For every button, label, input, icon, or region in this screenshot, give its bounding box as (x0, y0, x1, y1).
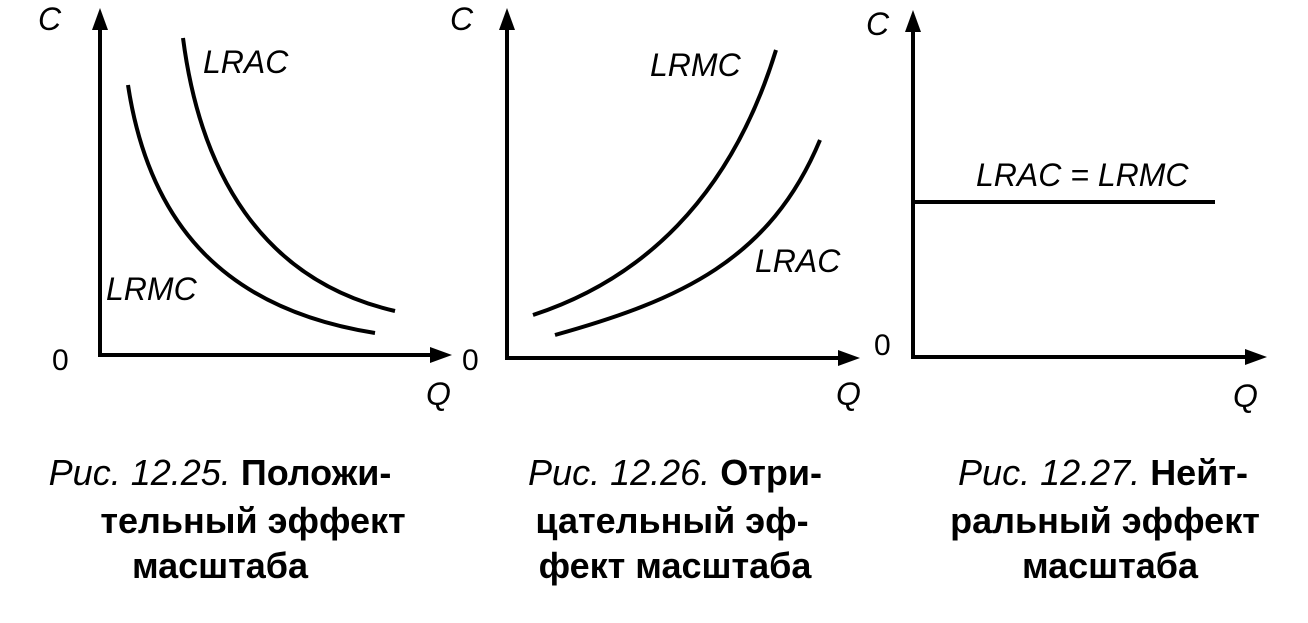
caption-line: Рис. 12.26. Отри- (528, 452, 822, 493)
origin-label: 0 (52, 344, 69, 377)
caption-text: цательный эф- (535, 500, 808, 541)
caption-text: ральный эффект (950, 500, 1260, 541)
curve-label: LRAC (755, 243, 841, 279)
caption-text: Отри- (720, 452, 822, 493)
curve-label: LRAC = LRMC (976, 157, 1189, 193)
origin-label: 0 (874, 329, 891, 362)
curve-label: LRAC (203, 44, 289, 80)
y-label: C (450, 1, 474, 37)
caption-text: фект масштаба (539, 545, 813, 586)
caption-text: масштаба (1022, 545, 1199, 586)
x-label: Q (836, 376, 861, 412)
caption-number: Рис. 12.27. (958, 452, 1140, 493)
figure-3: C 0 Q LRAC = LRMC (866, 6, 1267, 414)
figure-2: C 0 Q LRMC LRAC (450, 1, 861, 412)
x-arrow (838, 350, 860, 366)
y-label: C (38, 1, 62, 37)
curve-lrmc (126, 84, 376, 335)
x-label: Q (1233, 378, 1258, 414)
y-arrow (92, 8, 108, 30)
x-arrow (1245, 349, 1267, 365)
captions: Рис. 12.25. Положи- тельный эффект масшт… (49, 452, 1260, 586)
curve-label: LRMC (106, 271, 198, 307)
curve-label: LRMC (650, 47, 742, 83)
y-arrow (499, 8, 515, 30)
y-label: C (866, 6, 890, 42)
caption-line: Рис. 12.25. Положи- (49, 452, 392, 493)
y-arrow (905, 10, 921, 32)
caption-number: Рис. 12.26. (528, 452, 710, 493)
x-label: Q (426, 376, 451, 412)
curve-lrac (181, 37, 396, 313)
caption-text: Нейт- (1150, 452, 1248, 493)
caption-text: масштаба (132, 545, 309, 586)
curve-lrmc (532, 49, 778, 317)
x-arrow (430, 347, 452, 363)
caption-line: Рис. 12.27. Нейт- (958, 452, 1248, 493)
curve-lrac (554, 139, 822, 337)
caption-text: Положи- (241, 452, 392, 493)
figure-1: C 0 Q LRAC LRMC (38, 1, 452, 412)
caption-text: тельный эффект (100, 500, 405, 541)
caption-number: Рис. 12.25. (49, 452, 231, 493)
origin-label: 0 (462, 344, 479, 377)
